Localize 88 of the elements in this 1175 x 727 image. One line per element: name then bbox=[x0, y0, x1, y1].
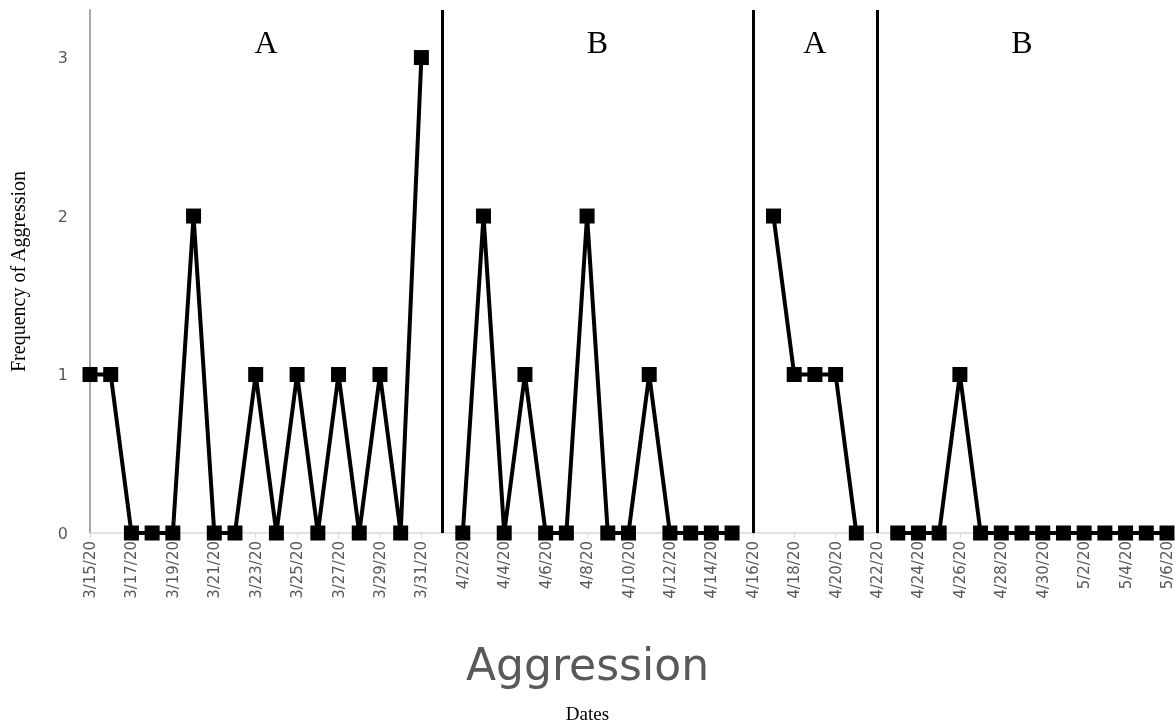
point bbox=[1035, 525, 1051, 541]
point bbox=[993, 525, 1009, 541]
point bbox=[351, 525, 367, 541]
point bbox=[206, 525, 222, 541]
point bbox=[103, 367, 119, 383]
point bbox=[890, 525, 906, 541]
point bbox=[703, 525, 719, 541]
annotation: B bbox=[1011, 24, 1033, 60]
point bbox=[1076, 525, 1092, 541]
x-tick-label: 3/17/20 bbox=[122, 541, 141, 599]
point bbox=[289, 367, 305, 383]
point bbox=[165, 525, 181, 541]
point bbox=[952, 367, 968, 383]
point bbox=[807, 367, 823, 383]
point bbox=[123, 525, 139, 541]
point bbox=[786, 367, 802, 383]
point bbox=[248, 367, 264, 383]
x-tick-label: 4/10/20 bbox=[619, 541, 638, 599]
point bbox=[268, 525, 284, 541]
point bbox=[1097, 525, 1113, 541]
annotation: B bbox=[586, 24, 609, 60]
point bbox=[765, 208, 781, 224]
x-tick-label: 4/26/20 bbox=[950, 541, 969, 599]
x-tick-label: 4/22/20 bbox=[868, 541, 887, 599]
x-tick-label: 4/18/20 bbox=[785, 541, 804, 599]
y-axis-title: Frequency of Aggression bbox=[7, 170, 30, 373]
point bbox=[331, 367, 347, 383]
y-tick-label: 1 bbox=[57, 365, 68, 385]
annotation: A bbox=[803, 24, 827, 60]
x-tick-label: 3/21/20 bbox=[205, 541, 224, 599]
point bbox=[393, 525, 409, 541]
x-tick-label: 5/2/20 bbox=[1075, 541, 1094, 590]
x-tick-label: 3/31/20 bbox=[412, 541, 431, 599]
point bbox=[600, 525, 616, 541]
point bbox=[973, 525, 989, 541]
point bbox=[413, 50, 429, 66]
x-tick-label: 5/4/20 bbox=[1116, 541, 1135, 590]
point bbox=[82, 367, 98, 383]
x-tick-label: 5/6/20 bbox=[1158, 541, 1175, 590]
point bbox=[1055, 525, 1071, 541]
annotation: A bbox=[254, 24, 278, 60]
x-tick-label: 4/12/20 bbox=[660, 541, 679, 599]
x-tick-label: 3/27/20 bbox=[329, 541, 348, 599]
x-tick-label: 3/19/20 bbox=[163, 541, 182, 599]
y-tick-label: 0 bbox=[57, 523, 68, 543]
text: Dates bbox=[565, 703, 610, 724]
point bbox=[828, 367, 844, 383]
x-tick-label: 4/28/20 bbox=[992, 541, 1011, 599]
point bbox=[662, 525, 678, 541]
point bbox=[372, 367, 388, 383]
x-tick-label: 4/8/20 bbox=[578, 541, 597, 590]
point bbox=[683, 525, 699, 541]
point bbox=[579, 208, 595, 224]
point bbox=[455, 525, 471, 541]
point bbox=[144, 525, 160, 541]
point bbox=[558, 525, 574, 541]
x-tick-label: 4/20/20 bbox=[826, 541, 845, 599]
point bbox=[621, 525, 636, 541]
y-tick-label: 2 bbox=[57, 206, 68, 226]
point bbox=[641, 367, 657, 383]
point bbox=[1118, 525, 1134, 541]
text: Aggression bbox=[465, 638, 710, 690]
y-tick-label: 3 bbox=[57, 48, 68, 68]
point bbox=[517, 367, 533, 383]
point bbox=[186, 208, 202, 224]
x-tick-label: 4/2/20 bbox=[453, 541, 472, 590]
point bbox=[476, 208, 492, 224]
x-tick-label: 4/6/20 bbox=[536, 541, 555, 590]
point bbox=[848, 525, 864, 541]
x-tick-label: 3/29/20 bbox=[370, 541, 389, 599]
x-tick-label: 3/25/20 bbox=[288, 541, 307, 599]
point bbox=[931, 525, 947, 541]
x-tick-label: 4/16/20 bbox=[743, 541, 762, 599]
point bbox=[496, 525, 512, 541]
point bbox=[310, 525, 326, 541]
point bbox=[538, 525, 554, 541]
x-tick-label: 4/30/20 bbox=[1033, 541, 1052, 599]
point bbox=[1138, 525, 1154, 541]
point bbox=[910, 525, 926, 541]
x-tick-label: 3/23/20 bbox=[246, 541, 265, 599]
x-tick-label: 4/14/20 bbox=[702, 541, 721, 599]
point bbox=[1159, 525, 1175, 541]
x-tick-label: 4/4/20 bbox=[495, 541, 514, 590]
x-tick-label: 4/24/20 bbox=[909, 541, 928, 599]
point bbox=[724, 525, 740, 541]
point bbox=[1014, 525, 1030, 541]
x-tick-label: 3/15/20 bbox=[81, 541, 99, 599]
point bbox=[227, 525, 243, 541]
